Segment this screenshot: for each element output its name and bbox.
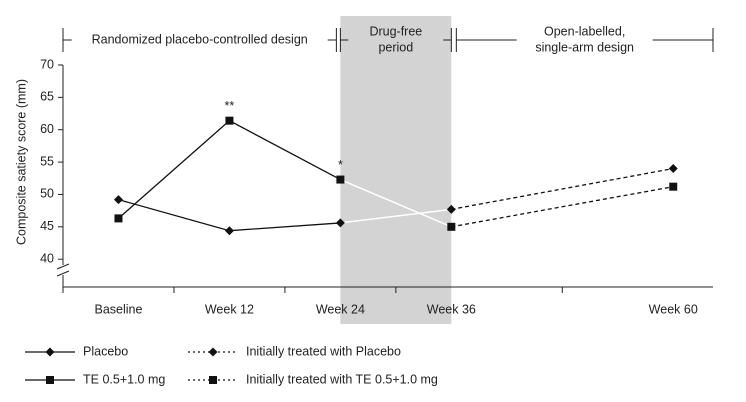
legend-label: Placebo (83, 344, 128, 358)
legend-label: Initially treated with Placebo (246, 344, 401, 358)
legend-label: Initially treated with TE 0.5+1.0 mg (246, 372, 438, 386)
marker (336, 175, 345, 184)
y-tick-label: 45 (40, 219, 54, 233)
connector (340, 178, 452, 228)
marker (335, 218, 345, 228)
marker (668, 164, 678, 174)
y-tick-label: 40 (40, 251, 54, 265)
axis-break (56, 270, 70, 277)
connector (340, 208, 452, 224)
y-tick-label: 70 (40, 57, 54, 71)
phase-label: Drug-free (369, 24, 422, 38)
x-tick-label: Week 12 (205, 302, 254, 316)
marker (225, 116, 234, 125)
y-tick-label: 65 (40, 90, 54, 104)
shaded-region (340, 16, 452, 324)
legend-marker (209, 376, 217, 384)
series-line (451, 186, 674, 228)
marker (669, 182, 678, 191)
phase-label: single-arm design (535, 40, 634, 54)
marker (446, 204, 456, 214)
x-tick-label: Week 60 (649, 302, 698, 316)
legend-marker (208, 347, 218, 357)
annotation: * (338, 158, 343, 172)
y-tick-label: 55 (40, 154, 54, 168)
x-tick-label: Week 24 (316, 302, 365, 316)
phase-label: Open-labelled, (544, 24, 625, 38)
annotation: ** (225, 99, 235, 113)
legend-marker (45, 347, 55, 357)
x-tick-label: Baseline (94, 302, 142, 316)
marker (447, 222, 456, 231)
phase-label: Randomized placebo-controlled design (92, 32, 308, 46)
x-tick-label: Week 36 (427, 302, 476, 316)
marker (114, 214, 123, 223)
marker (113, 195, 123, 205)
legend-marker (46, 376, 54, 384)
marker (224, 226, 234, 236)
series-line (451, 167, 674, 210)
y-tick-label: 60 (40, 122, 54, 136)
phase-label: period (378, 40, 413, 54)
y-tick-label: 50 (40, 187, 54, 201)
axis-break (56, 263, 70, 270)
y-axis-label: Composite satiety score (mm) (14, 79, 28, 245)
legend-label: TE 0.5+1.0 mg (83, 372, 165, 386)
